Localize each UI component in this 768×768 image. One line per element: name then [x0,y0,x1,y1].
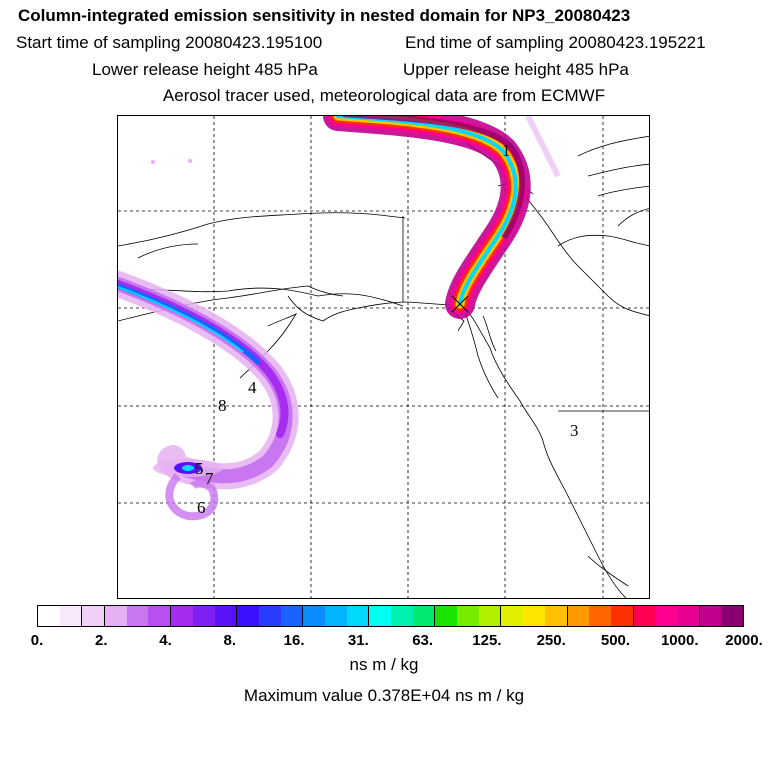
trajectory-marker-4: 4 [248,378,257,397]
colorbar-swatch [59,606,83,626]
colorbar-swatch [523,606,545,626]
colorbar-swatch [171,606,193,626]
colorbar-swatch [192,606,215,626]
colorbar-swatch [501,606,524,626]
trajectory-marker-7: 7 [205,469,214,488]
map-canvas: 1 3 4 5 6 7 8 [118,116,649,598]
colorbar-tick-label: 8. [223,632,237,649]
colorbar-swatch [544,606,568,626]
colorbar-swatch [721,606,743,626]
colorbar-swatch [610,606,634,626]
colorbar-swatch [346,606,370,626]
lat-lon-grid [118,116,649,598]
plume-north [323,116,561,319]
trajectory-marker-1: 1 [502,141,511,160]
colorbar-tick-label: 2. [95,632,108,649]
colorbar-swatch [633,606,656,626]
colorbar-swatch [457,606,479,626]
map-panel: 1 3 4 5 6 7 8 [117,115,650,599]
colorbar-swatch [412,606,436,626]
colorbar-swatch [126,606,149,626]
colorbar-swatch [699,606,722,626]
colorbar-swatch [237,606,259,626]
colorbar-swatch [589,606,611,626]
coastlines [118,116,649,598]
colorbar-tick-label: 500. [600,632,631,649]
colorbar-tick-label: 16. [283,632,305,649]
colorbar-swatch [655,606,677,626]
maximum-value-label: Maximum value 0.378E+04 ns m / kg [243,686,525,705]
colorbar-swatch [435,606,458,626]
tracer-info-label: Aerosol tracer used, meteorological data… [162,86,606,105]
colorbar-swatch [148,606,172,626]
start-time-label: Start time of sampling 20080423.195100 [16,33,323,52]
colorbar-units-label: ns m / kg [349,655,419,674]
colorbar-swatch [82,606,106,626]
colorbar-tick-label: 31. [347,632,369,649]
end-time-label: End time of sampling 20080423.195221 [405,33,706,52]
colorbar-tick-label: 125. [472,632,502,649]
colorbar-swatch [676,606,700,626]
colorbar-swatch [369,606,391,626]
trajectory-marker-8: 8 [218,396,227,415]
trajectory-marker-6: 6 [197,498,206,517]
colorbar [37,605,744,627]
colorbar-tick-label: 4. [159,632,172,649]
colorbar-swatch [567,606,590,626]
colorbar-tick-label: 1000. [660,632,699,649]
colorbar-swatch [258,606,281,626]
release-point-marker [451,295,469,313]
colorbar-tick-label: 250. [536,632,566,649]
colorbar-swatch [303,606,325,626]
upper-release-height-label: Upper release height 485 hPa [403,60,629,79]
colorbar-swatch [214,606,238,626]
figure-title: Column-integrated emission sensitivity i… [18,6,631,25]
colorbar-tick-label: 2000. [725,632,763,649]
lower-release-height-label: Lower release height 485 hPa [92,60,318,79]
colorbar-tick-label: 0. [30,632,44,649]
colorbar-swatch [324,606,347,626]
colorbar-swatch [105,606,127,626]
trajectory-marker-5: 5 [195,459,204,478]
colorbar-swatch [391,606,413,626]
plume-west [118,159,299,521]
colorbar-tick-label: 63. [412,632,434,649]
trajectory-marker-3: 3 [570,421,579,440]
colorbar-swatch [280,606,304,626]
colorbar-swatch [38,606,60,626]
colorbar-swatch [478,606,502,626]
